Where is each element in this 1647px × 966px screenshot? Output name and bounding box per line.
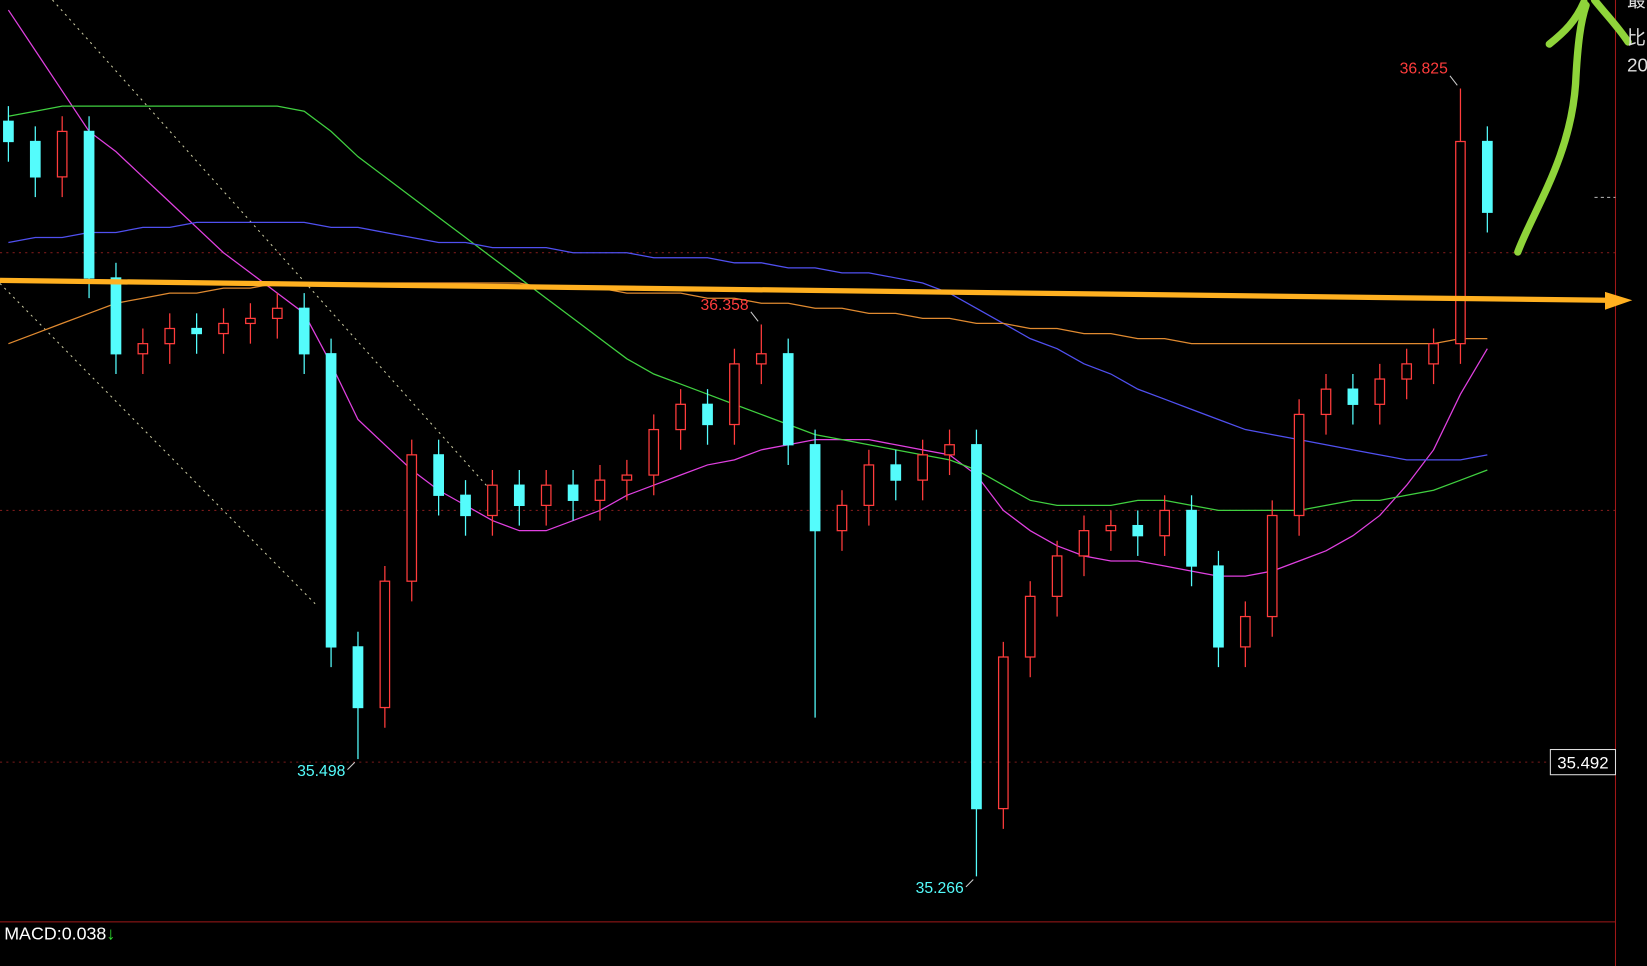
corner-text: 比	[1627, 27, 1646, 49]
candle-body	[836, 504, 848, 532]
extreme-label: 36.358	[701, 297, 749, 314]
grid-layer	[0, 252, 1616, 763]
extreme-pointer	[965, 879, 974, 888]
candle-body	[110, 277, 122, 355]
candle-body	[1024, 595, 1036, 658]
price-box	[1549, 748, 1617, 776]
candle-body	[352, 646, 364, 709]
candle-body	[755, 353, 767, 365]
candle-body	[56, 130, 68, 178]
candle-body	[944, 444, 955, 456]
macd-arrow: ↓	[106, 924, 115, 944]
corner-text: 20	[1627, 55, 1647, 76]
candle-body	[809, 444, 821, 532]
candle-body	[1105, 524, 1117, 532]
drawn-orange-arrow	[0, 277, 1633, 310]
extreme-pointer	[1449, 75, 1458, 86]
candle-body	[218, 322, 229, 335]
extreme-label: 35.498	[297, 763, 345, 780]
candle-body	[1293, 413, 1305, 517]
average-line	[8, 221, 1488, 461]
drawn-green-arrow	[1514, 0, 1632, 256]
candle-body	[863, 464, 875, 507]
candle-body	[245, 317, 256, 325]
candle-body	[1374, 378, 1386, 405]
extreme-pointer	[347, 761, 356, 770]
candle-body	[1132, 524, 1144, 537]
candle-body	[191, 327, 202, 335]
candle-body	[917, 454, 929, 481]
arrow-shaft	[0, 277, 1608, 303]
candle-body	[702, 403, 713, 426]
candle-body	[379, 580, 391, 709]
candle-body	[3, 120, 14, 143]
arrow-head	[1545, 0, 1632, 48]
candle-body	[325, 353, 337, 648]
average-line	[8, 282, 1488, 345]
macd-label: MACD:	[4, 924, 62, 944]
candle-body	[1401, 363, 1413, 380]
candle-body	[1320, 388, 1332, 416]
average-lines	[7, 9, 1488, 577]
arrow-stroke	[1514, 1, 1590, 256]
candle-body	[540, 484, 552, 507]
macd-value: 0.038	[62, 924, 107, 944]
candle-body	[567, 484, 579, 501]
price-label: 35.492	[1557, 753, 1608, 772]
candle-body	[1239, 615, 1251, 648]
corner-text: 最	[1627, 0, 1646, 11]
candle-body	[1078, 530, 1090, 557]
candle-body	[406, 454, 418, 582]
candle-body	[594, 479, 606, 501]
candle-body	[1051, 555, 1063, 597]
candle-body	[298, 307, 310, 355]
candle-body	[890, 464, 902, 481]
candle-body	[29, 140, 41, 178]
candle-body	[1428, 343, 1439, 365]
extreme-pointer	[750, 311, 759, 322]
extreme-label: 35.266	[916, 880, 964, 897]
candles	[3, 88, 1493, 877]
candle-body	[1481, 140, 1493, 213]
candle-body	[675, 403, 687, 431]
candle-body	[164, 327, 176, 345]
macd-readout: MACD:0.038↓	[4, 924, 115, 944]
candle-body	[1186, 509, 1197, 567]
candle-body	[971, 444, 982, 810]
candle-body	[729, 363, 740, 426]
candle-body	[1455, 140, 1466, 345]
candle-body	[460, 494, 471, 517]
candle-body	[83, 130, 95, 279]
extreme-label: 36.825	[1400, 61, 1448, 78]
candle-body	[433, 454, 444, 496]
candle-body	[1266, 514, 1278, 618]
average-line	[8, 105, 1488, 512]
arrow-head	[1604, 291, 1633, 310]
candle-body	[648, 428, 660, 476]
candle-body	[1159, 509, 1171, 537]
candle-body	[513, 484, 525, 507]
candle-body	[271, 307, 283, 320]
candle-body	[621, 474, 633, 481]
candle-body	[487, 484, 498, 517]
candle-body	[997, 656, 1009, 810]
average-line	[7, 9, 1488, 577]
candle-body	[1213, 565, 1224, 648]
text-layer: 35.492 36.825 36.358 35.498 35.266	[297, 61, 1617, 897]
candle-body	[782, 353, 794, 446]
candle-body	[1347, 388, 1359, 405]
candle-body	[137, 343, 149, 355]
